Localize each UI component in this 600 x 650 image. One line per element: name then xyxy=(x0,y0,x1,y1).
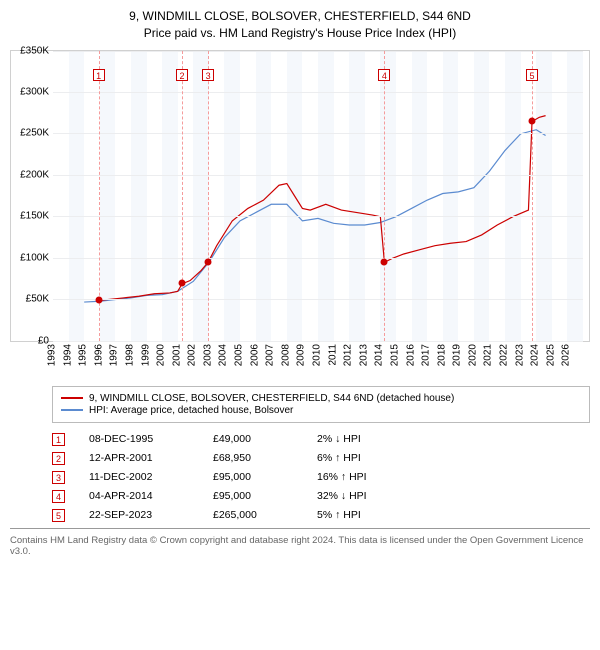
tx-price: £49,000 xyxy=(213,433,293,445)
x-tick-label: 2010 xyxy=(312,344,323,366)
transaction-marker xyxy=(205,258,212,265)
title-line-2: Price paid vs. HM Land Registry's House … xyxy=(10,25,590,42)
x-tick-label: 2026 xyxy=(561,344,572,366)
x-tick-label: 1999 xyxy=(140,344,151,366)
tx-number: 5 xyxy=(52,509,65,522)
transaction-row: 3 11-DEC-2002 £95,000 16% ↑ HPI xyxy=(52,471,590,484)
y-axis: £0£50K£100K£150K£200K£250K£300K£350K xyxy=(11,51,53,341)
tx-date: 22-SEP-2023 xyxy=(89,509,189,521)
footer-note: Contains HM Land Registry data © Crown c… xyxy=(10,528,590,557)
y-tick-label: £150K xyxy=(20,211,49,222)
x-tick-label: 2020 xyxy=(467,344,478,366)
x-tick-label: 2007 xyxy=(265,344,276,366)
legend-box: 9, WINDMILL CLOSE, BOLSOVER, CHESTERFIEL… xyxy=(52,386,590,423)
marker-number: 3 xyxy=(202,69,214,81)
tx-date: 11-DEC-2002 xyxy=(89,471,189,483)
x-tick-label: 1998 xyxy=(124,344,135,366)
marker-number: 2 xyxy=(176,69,188,81)
legend-row-hpi: HPI: Average price, detached house, Bols… xyxy=(61,405,581,416)
legend-label-hpi: HPI: Average price, detached house, Bols… xyxy=(89,405,293,416)
x-axis: 1993199419951996199719981999200020012002… xyxy=(52,342,582,378)
transaction-row: 2 12-APR-2001 £68,950 6% ↑ HPI xyxy=(52,452,590,465)
transactions-table: 1 08-DEC-1995 £49,000 2% ↓ HPI 2 12-APR-2001 £… xyxy=(52,433,590,522)
title-block: 9, WINDMILL CLOSE, BOLSOVER, CHESTERFIEL… xyxy=(10,8,590,42)
tx-number: 2 xyxy=(52,452,65,465)
title-line-1: 9, WINDMILL CLOSE, BOLSOVER, CHESTERFIEL… xyxy=(10,8,590,25)
tx-price: £68,950 xyxy=(213,452,293,464)
x-tick-label: 2002 xyxy=(187,344,198,366)
marker-number: 5 xyxy=(526,69,538,81)
x-tick-label: 2023 xyxy=(514,344,525,366)
series-svg xyxy=(53,51,583,341)
tx-delta: 16% ↑ HPI xyxy=(317,471,417,483)
legend-swatch-hpi xyxy=(61,409,83,411)
x-tick-label: 2008 xyxy=(280,344,291,366)
x-tick-label: 2006 xyxy=(249,344,260,366)
x-tick-label: 1996 xyxy=(93,344,104,366)
legend-label-property: 9, WINDMILL CLOSE, BOLSOVER, CHESTERFIEL… xyxy=(89,393,454,404)
x-tick-label: 1995 xyxy=(78,344,89,366)
x-tick-label: 2009 xyxy=(296,344,307,366)
tx-delta: 32% ↓ HPI xyxy=(317,490,417,502)
x-tick-label: 2011 xyxy=(327,344,338,366)
x-tick-label: 2000 xyxy=(156,344,167,366)
y-tick-label: £250K xyxy=(20,128,49,139)
transaction-marker xyxy=(381,258,388,265)
x-tick-label: 1997 xyxy=(109,344,120,366)
x-tick-label: 2021 xyxy=(483,344,494,366)
tx-delta: 6% ↑ HPI xyxy=(317,452,417,464)
tx-delta: 5% ↑ HPI xyxy=(317,509,417,521)
transaction-row: 5 22-SEP-2023 £265,000 5% ↑ HPI xyxy=(52,509,590,522)
y-tick-label: £100K xyxy=(20,252,49,263)
tx-date: 08-DEC-1995 xyxy=(89,433,189,445)
x-tick-label: 2019 xyxy=(452,344,463,366)
x-tick-label: 2005 xyxy=(234,344,245,366)
x-tick-label: 1993 xyxy=(47,344,58,366)
marker-number: 1 xyxy=(93,69,105,81)
x-tick-label: 2001 xyxy=(171,344,182,366)
chart-container: 9, WINDMILL CLOSE, BOLSOVER, CHESTERFIEL… xyxy=(0,0,600,565)
transaction-marker xyxy=(529,118,536,125)
x-tick-label: 1994 xyxy=(62,344,73,366)
x-tick-label: 2013 xyxy=(358,344,369,366)
y-tick-label: £200K xyxy=(20,169,49,180)
x-tick-label: 2024 xyxy=(530,344,541,366)
y-tick-label: £50K xyxy=(26,294,49,305)
x-tick-label: 2012 xyxy=(343,344,354,366)
x-tick-label: 2018 xyxy=(436,344,447,366)
x-tick-label: 2003 xyxy=(202,344,213,366)
legend-swatch-property xyxy=(61,397,83,399)
x-tick-label: 2017 xyxy=(421,344,432,366)
x-tick-label: 2004 xyxy=(218,344,229,366)
tx-number: 1 xyxy=(52,433,65,446)
y-tick-label: £300K xyxy=(20,87,49,98)
plot-area: 1 2 3 4 5 xyxy=(53,51,583,341)
tx-number: 4 xyxy=(52,490,65,503)
x-tick-label: 2014 xyxy=(374,344,385,366)
x-tick-label: 2016 xyxy=(405,344,416,366)
tx-price: £95,000 xyxy=(213,490,293,502)
chart-frame: 12345 £0£50K£100K£150K£200K£250K£300K£35… xyxy=(10,50,590,342)
tx-price: £95,000 xyxy=(213,471,293,483)
tx-date: 12-APR-2001 xyxy=(89,452,189,464)
transaction-row: 1 08-DEC-1995 £49,000 2% ↓ HPI xyxy=(52,433,590,446)
tx-price: £265,000 xyxy=(213,509,293,521)
tx-delta: 2% ↓ HPI xyxy=(317,433,417,445)
transaction-marker xyxy=(95,296,102,303)
x-tick-label: 2015 xyxy=(389,344,400,366)
tx-date: 04-APR-2014 xyxy=(89,490,189,502)
tx-number: 3 xyxy=(52,471,65,484)
y-tick-label: £350K xyxy=(20,45,49,56)
marker-number: 4 xyxy=(378,69,390,81)
transaction-marker xyxy=(179,280,186,287)
legend-row-property: 9, WINDMILL CLOSE, BOLSOVER, CHESTERFIEL… xyxy=(61,393,581,404)
x-tick-label: 2022 xyxy=(499,344,510,366)
x-tick-label: 2025 xyxy=(545,344,556,366)
transaction-row: 4 04-APR-2014 £95,000 32% ↓ HPI xyxy=(52,490,590,503)
